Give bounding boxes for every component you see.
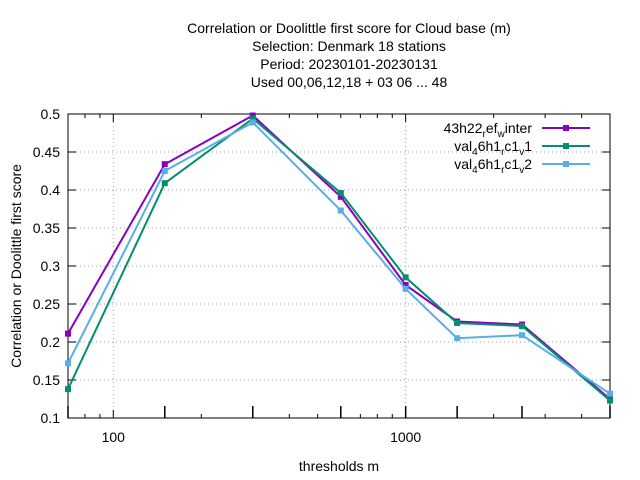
series-line (67, 117, 611, 402)
data-point (337, 193, 344, 200)
y-axis-label: Correlation or Doolittle first score (8, 164, 24, 368)
legend-label-part: val (454, 156, 472, 172)
legend-label-part: 4 (472, 165, 478, 176)
legend-label: val46h1rc1v2 (454, 156, 532, 176)
legend-label-part: r (501, 147, 505, 158)
legend-label-part: v (519, 165, 524, 176)
data-point (454, 335, 461, 342)
legend-label-part: inter (505, 120, 533, 136)
title-line: Period: 20230101-20230131 (260, 56, 438, 72)
grid (68, 114, 610, 418)
chart-title: Correlation or Doolittle first score for… (187, 20, 511, 90)
legend-swatch-marker (563, 161, 569, 167)
y-tick-label: 0.3 (41, 258, 61, 274)
legend-label-part: 4 (472, 147, 478, 158)
data-point (337, 207, 344, 214)
title-line: Used 00,06,12,18 + 03 06 ... 48 (251, 74, 448, 90)
data-point (161, 168, 168, 174)
series-line (67, 121, 611, 395)
title-line: Selection: Denmark 18 stations (252, 38, 446, 54)
legend-item: val46h1rc1v1 (454, 138, 590, 158)
series-3 (65, 119, 613, 397)
legend-label-part: r (501, 165, 505, 176)
legend-swatch-marker (563, 125, 569, 131)
x-tick-label: 1000 (390, 429, 421, 445)
y-tick-label: 0.15 (33, 372, 60, 388)
axis-ticks: 0.1 0.15 0.2 0.25 0.3 0.35 0.4 0.45 0.5 100 1000 (33, 106, 611, 445)
x-axis-label: thresholds m (299, 458, 379, 474)
legend-label: val46h1rc1v1 (454, 138, 532, 158)
legend-label-part: c1 (504, 138, 519, 154)
y-tick-label: 0.4 (41, 182, 61, 198)
legend-label-part: 2 (524, 156, 532, 172)
data-point (607, 390, 613, 397)
legend-label-part: ef (486, 120, 498, 136)
title-line: Correlation or Doolittle first score for… (187, 20, 511, 36)
legend-label-part: w (497, 129, 506, 140)
data-point (402, 285, 409, 292)
data-point (65, 330, 71, 337)
y-tick-label: 0.45 (33, 144, 60, 160)
legend-swatch-marker (563, 143, 569, 149)
legend-label-part: c1 (504, 156, 519, 172)
x-tick-label: 100 (102, 429, 126, 445)
data-point (161, 161, 168, 168)
y-tick-label: 0.25 (33, 296, 60, 312)
data-point (402, 282, 409, 288)
data-point (454, 320, 461, 326)
y-tick-label: 0.2 (41, 334, 61, 350)
data-point (518, 332, 525, 339)
legend-label-part: 6h1 (478, 156, 502, 172)
data-point (249, 119, 256, 126)
legend-label-part: 1 (524, 138, 532, 154)
data-point (161, 180, 168, 187)
series-2 (65, 115, 613, 404)
data-point (607, 397, 613, 404)
legend-label-part: r (483, 129, 487, 140)
series (65, 112, 613, 404)
data-point (65, 386, 71, 393)
legend-item: 43h22refwinter (444, 120, 590, 140)
data-point (337, 190, 344, 197)
legend-item: val46h1rc1v2 (454, 156, 590, 176)
legend-label: 43h22refwinter (444, 120, 533, 140)
data-point (249, 112, 256, 119)
data-point (249, 115, 256, 122)
series-line (67, 114, 611, 400)
data-point (65, 360, 71, 367)
y-tick-label: 0.35 (33, 220, 60, 236)
legend-label-part: val (454, 138, 472, 154)
y-tick-label: 0.1 (41, 410, 61, 426)
legend-label-part: v (519, 147, 524, 158)
data-point (518, 323, 525, 330)
y-tick-label: 0.5 (41, 106, 61, 122)
data-point (402, 274, 409, 281)
legend-label-part: 6h1 (478, 138, 502, 154)
legend-label-part: 43h22 (444, 120, 483, 136)
